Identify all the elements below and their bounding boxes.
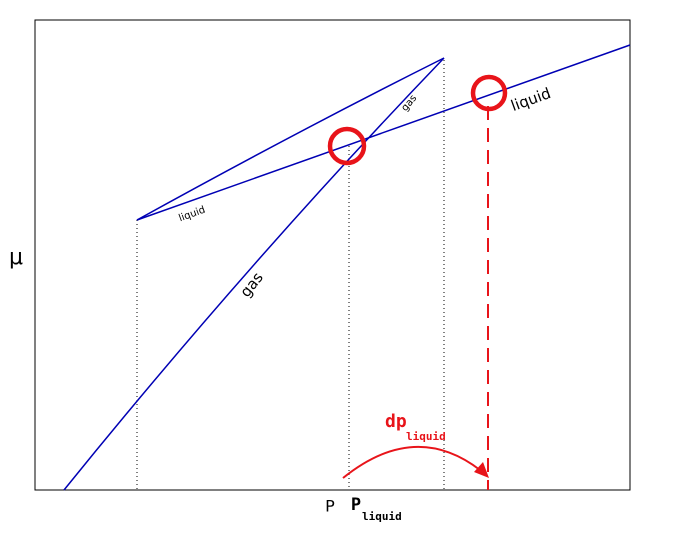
dp-subscript: liquid (406, 430, 446, 443)
metastable-curve (136, 57, 445, 221)
intersection-circle (327, 126, 367, 166)
guide-lines (136, 60, 445, 490)
p-liquid-subscript: liquid (362, 510, 402, 523)
liquid-line (136, 44, 631, 221)
p-liquid-symbol: P (351, 495, 361, 515)
dp-symbol: dp (385, 411, 407, 432)
gas-curve (63, 57, 445, 491)
dp-arrowhead (474, 462, 489, 478)
y-axis-label: μ (9, 245, 23, 270)
curves (63, 44, 631, 491)
x-axis-label: P (325, 497, 335, 516)
plot-frame (34, 19, 631, 491)
dp-arrow (342, 445, 481, 479)
